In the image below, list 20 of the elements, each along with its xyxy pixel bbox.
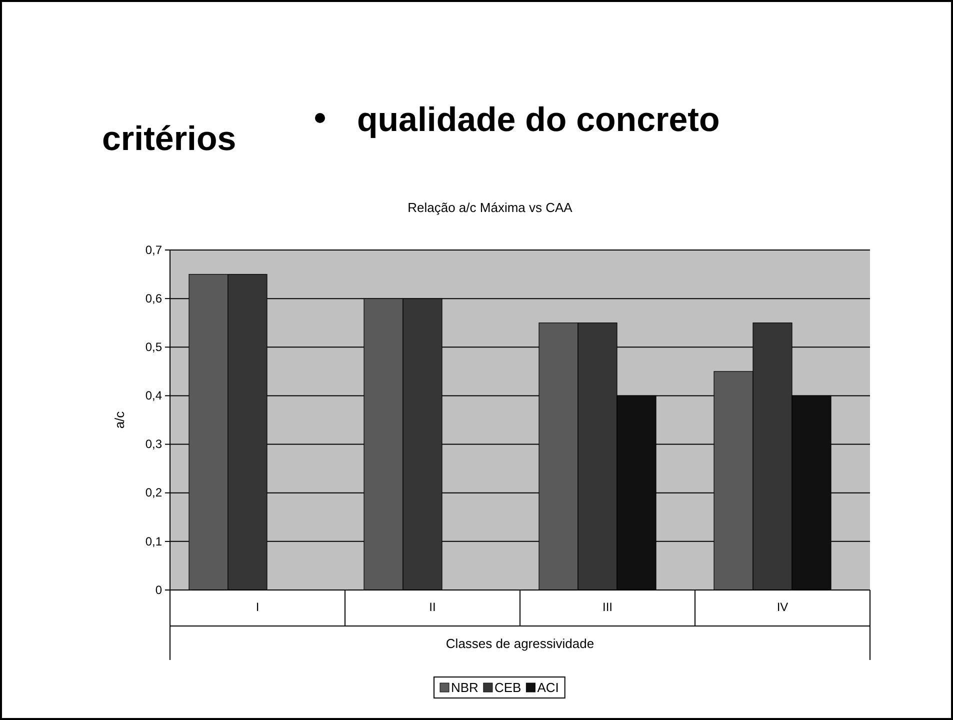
y-axis-title: a/c	[112, 410, 127, 429]
x-tick-label: I	[256, 600, 260, 614]
text: qualidade do concreto	[357, 101, 720, 139]
x-tick-label: III	[602, 600, 613, 614]
y-tick-label: 0,2	[145, 486, 162, 500]
chart-title: Relação a/c Máxima vs CAA	[408, 200, 573, 215]
legend-label: ACI	[537, 680, 559, 695]
y-tick-label: 0	[155, 582, 162, 597]
y-tick-label: 0,3	[145, 437, 162, 452]
x-tick-label: IV	[776, 600, 788, 614]
y-tick-label: 0,1	[145, 534, 162, 548]
legend-label: CEB	[494, 680, 522, 695]
y-tick-label: 0,6	[145, 291, 162, 306]
y-tick-label: 0,4	[145, 388, 162, 403]
legend-label: NBR	[451, 680, 478, 695]
x-axis-title: Classes de agressividade	[446, 636, 594, 651]
x-tick-label: II	[429, 600, 436, 614]
y-tick-label: 0,5	[145, 340, 162, 354]
text: critérios	[102, 120, 236, 158]
y-tick-label: 0,7	[145, 242, 162, 257]
